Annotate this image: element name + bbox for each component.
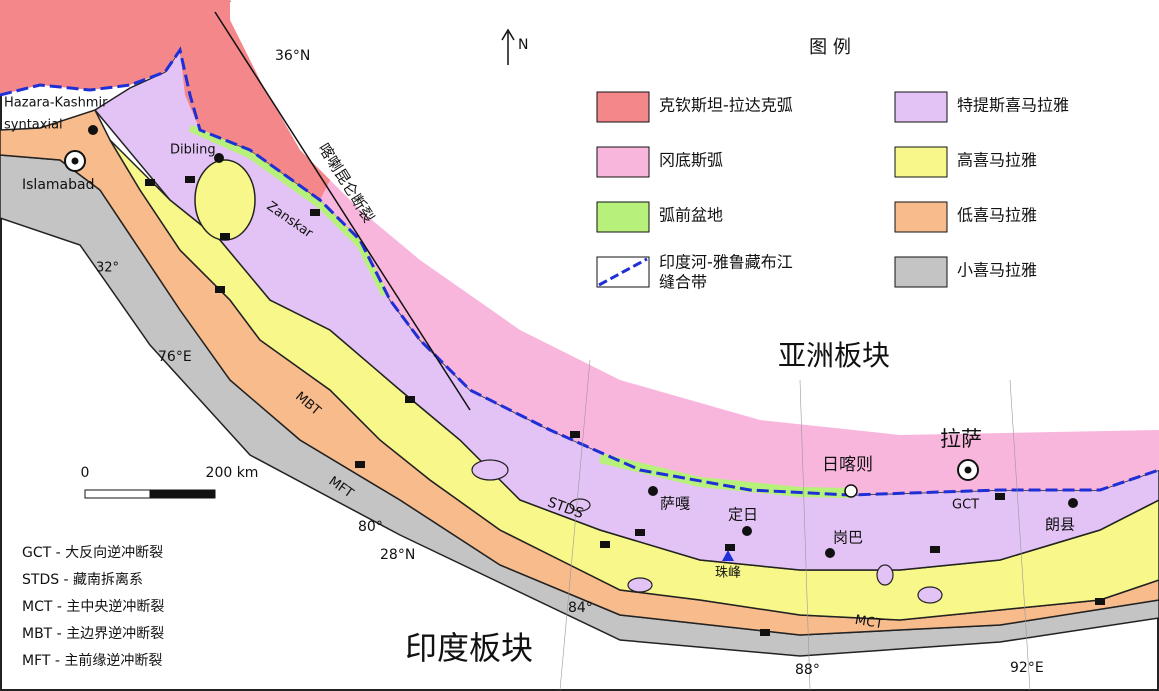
fault-tooth: [635, 529, 645, 536]
graticule: [799, 379, 811, 691]
fault-tooth: [760, 629, 770, 636]
map-label: 日喀则: [822, 455, 873, 475]
map-label: 32°: [96, 261, 119, 276]
fault-tooth: [355, 461, 365, 468]
karakoram-fault: [214, 11, 471, 411]
fault-tooth: [725, 544, 735, 551]
map-label: 岗巴: [833, 529, 863, 547]
legend-swatch: [596, 201, 650, 233]
fault-tooth: [405, 396, 415, 403]
map-label: 萨嘎: [660, 495, 690, 513]
map-label: syntaxial: [4, 118, 63, 133]
map-label: 36°N: [275, 48, 310, 64]
graticule: [559, 359, 591, 691]
legend-swatch: [894, 201, 948, 233]
forearc-basin: [188, 124, 389, 297]
fault-tooth: [570, 431, 580, 438]
legend-swatch: [894, 91, 948, 123]
legend-swatch: [894, 256, 948, 288]
dome: [569, 498, 591, 512]
city: [214, 153, 224, 163]
abbreviation: MFT - 主前缘逆冲断裂: [22, 652, 162, 669]
map-label: 28°N: [380, 547, 415, 563]
peak: [722, 550, 734, 561]
dome: [194, 159, 256, 241]
legend-label: 印度河-雅鲁藏布江: [659, 253, 793, 272]
abbreviation: GCT - 大反向逆冲断裂: [22, 545, 163, 561]
map-label: 朗县: [1045, 516, 1075, 534]
map-label: 珠峰: [715, 566, 741, 581]
abbreviation: MCT - 主中央逆冲断裂: [22, 599, 164, 615]
abbreviation: STDS - 藏南拆离系: [22, 571, 143, 588]
fault-tooth: [600, 541, 610, 548]
legend-title: 图 例: [809, 37, 851, 58]
dome: [876, 564, 894, 586]
map-label: 拉萨: [940, 427, 982, 451]
fault-tooth: [185, 176, 195, 183]
legend-label: 缝合带: [659, 273, 707, 292]
map-label: 80°: [358, 519, 383, 535]
map-label: 亚洲板块: [778, 339, 890, 372]
kohistan-ladakh-arc: [0, 0, 330, 200]
legend-swatch: [596, 91, 650, 123]
legend-label: 低喜马拉雅: [957, 206, 1037, 225]
scale-label: 200 km: [206, 465, 259, 481]
scale-bar: [84, 489, 151, 499]
scale-label: 0: [81, 465, 90, 481]
city: [742, 526, 752, 536]
legend-label: 特提斯喜马拉雅: [957, 96, 1069, 115]
map-label: GCT: [952, 498, 979, 513]
north-label: N: [518, 37, 528, 53]
legend-label: 小喜马拉雅: [957, 261, 1037, 280]
map-label: 印度板块: [405, 629, 533, 667]
fault-tooth: [215, 286, 225, 293]
fault-tooth: [220, 233, 230, 240]
legend-label: 弧前盆地: [659, 206, 723, 225]
city: [1068, 498, 1078, 508]
fault-tooth: [930, 546, 940, 553]
dome: [627, 577, 653, 593]
fault-tooth: [310, 209, 320, 216]
map-label: Dibling: [170, 143, 216, 158]
suture: [0, 46, 1159, 497]
city: [844, 484, 858, 498]
fault-tooth: [1095, 598, 1105, 605]
legend-swatch: [598, 257, 648, 287]
scale-bar: [149, 489, 216, 499]
fault-tooth: [145, 179, 155, 186]
dome: [471, 459, 509, 481]
fault-tooth: [995, 493, 1005, 500]
map-label: 定日: [728, 506, 758, 524]
abbreviation: MBT - 主边界逆冲断裂: [22, 626, 164, 642]
dome: [917, 586, 943, 604]
legend-swatch: [894, 146, 948, 178]
map-label: 84°: [568, 600, 593, 616]
map-label: Hazara-Kashmir: [4, 96, 108, 111]
map-label: Islamabad: [22, 177, 94, 193]
city: [88, 125, 98, 135]
map-label: 76°E: [158, 349, 192, 365]
capital: [964, 466, 972, 474]
north-arrow: [501, 28, 515, 41]
map-label: 88°: [795, 662, 820, 678]
city: [825, 548, 835, 558]
legend-swatch: [596, 146, 650, 178]
map-label: 92°E: [1010, 660, 1044, 676]
map-label: MCT: [854, 613, 884, 633]
legend-label: 冈底斯弧: [659, 151, 723, 170]
legend-label: 克钦斯坦-拉达克弧: [659, 96, 793, 115]
graticule: [1009, 379, 1031, 691]
city: [648, 486, 658, 496]
capital: [71, 157, 79, 165]
legend-label: 高喜马拉雅: [957, 151, 1037, 170]
